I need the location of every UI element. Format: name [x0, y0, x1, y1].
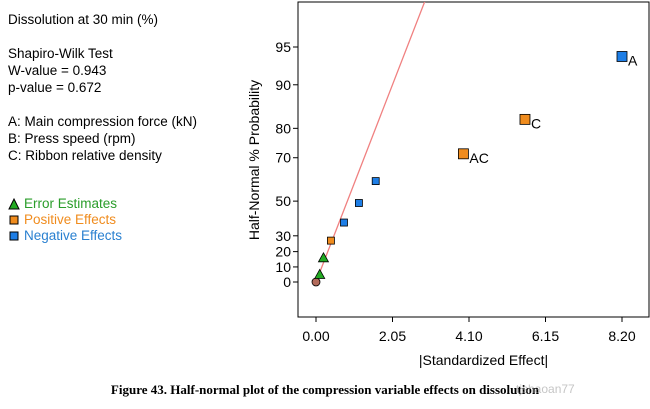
x-tick-label: 4.10 [455, 328, 482, 344]
negative-effect-point [340, 218, 348, 227]
y-tick-label: 10 [275, 259, 291, 275]
x-tick-label: 6.15 [532, 328, 559, 344]
square-icon [9, 231, 19, 241]
positive-effect-point [519, 113, 531, 125]
legend-error: Error Estimates [8, 196, 122, 212]
y-axis-label: Half-Normal % Probability [246, 80, 262, 240]
legend-negative-label: Negative Effects [24, 228, 123, 243]
x-tick-label: 8.20 [608, 328, 635, 344]
negative-effect-point [355, 199, 363, 207]
test-name: Shapiro-Wilk Test [8, 46, 113, 61]
legend-error-label: Error Estimates [24, 196, 118, 211]
negative-effect-point [616, 51, 628, 62]
x-axis-label: |Standardized Effect| [419, 352, 548, 368]
factor-b: B: Press speed (rpm) [8, 131, 136, 146]
x-tick-label: 2.05 [379, 328, 406, 344]
y-tick-label: 80 [275, 120, 291, 136]
y-tick-label: 50 [275, 193, 291, 209]
point-label: C [531, 115, 541, 131]
positive-effect-point [327, 236, 335, 245]
p-value: p-value = 0.672 [8, 80, 102, 95]
legend: Error Estimates Positive Effects Negativ… [8, 196, 122, 244]
x-tick-label: 0.00 [302, 328, 329, 344]
legend-negative: Negative Effects [8, 228, 122, 244]
origin-point [311, 277, 321, 287]
legend-positive-label: Positive Effects [24, 212, 117, 227]
positive-effect-point [458, 148, 469, 160]
figure-caption: Figure 43. Half-normal plot of the compr… [110, 382, 540, 397]
legend-positive-marker [9, 215, 19, 225]
point-label: AC [469, 150, 488, 166]
w-value: W-value = 0.943 [8, 63, 107, 78]
factor-c: C: Ribbon relative density [8, 148, 162, 163]
legend-negative-marker [9, 231, 19, 241]
error-estimate-point [317, 251, 330, 263]
plot-area [297, 1, 650, 318]
legend-error-marker [8, 198, 20, 210]
triangle-icon [8, 198, 20, 210]
response-title: Dissolution at 30 min (%) [8, 12, 159, 27]
legend-positive: Positive Effects [8, 212, 122, 228]
y-tick-label: 0 [283, 274, 291, 290]
negative-effect-point [371, 177, 380, 185]
point-label: A [628, 52, 638, 68]
y-tick-label: 30 [275, 228, 291, 244]
factor-a: A: Main compression force (kN) [8, 114, 198, 129]
square-icon [9, 215, 19, 225]
fit-line [315, 2, 426, 283]
y-tick-label: 20 [275, 244, 291, 260]
y-tick-label: 95 [275, 39, 291, 55]
y-tick-label: 70 [275, 150, 291, 166]
watermark: tjshaoan77 [516, 382, 575, 396]
error-estimate-point [314, 268, 326, 279]
y-tick-label: 90 [275, 77, 291, 93]
